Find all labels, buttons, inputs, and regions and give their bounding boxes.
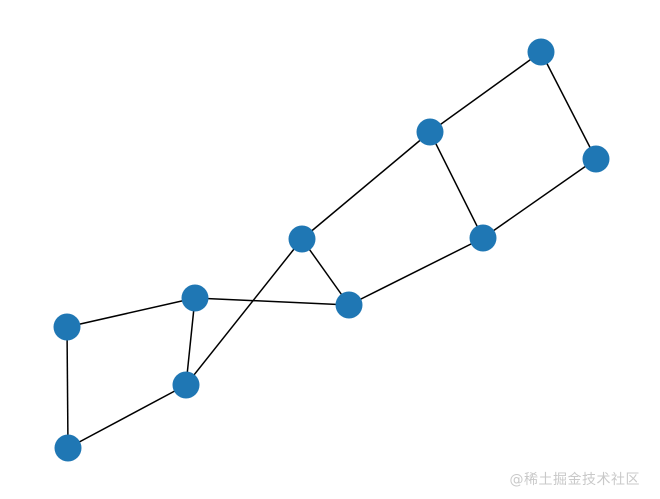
graph-node	[53, 313, 81, 341]
graph-edge	[429, 51, 542, 133]
graph-node	[527, 38, 555, 66]
graph-edge	[348, 237, 484, 306]
graph-node	[469, 224, 497, 252]
graph-edge	[66, 326, 69, 449]
graph-node	[582, 145, 610, 173]
graph-node	[288, 225, 316, 253]
graph-edge	[301, 131, 431, 240]
graph-edge	[66, 297, 196, 328]
graph-edge	[67, 384, 187, 449]
graph-edge	[540, 51, 597, 160]
graph-node	[416, 118, 444, 146]
graph-edge	[194, 297, 350, 306]
graph-node	[172, 371, 200, 399]
graph-edge	[185, 297, 196, 386]
graph-edge	[429, 131, 484, 239]
graph-node	[335, 291, 363, 319]
graph-edge	[185, 238, 303, 386]
watermark-text: @稀土掘金技术社区	[509, 472, 640, 488]
graph-node	[54, 434, 82, 462]
graph-edge	[482, 158, 597, 239]
graph-edge	[301, 238, 350, 306]
graph-node	[181, 284, 209, 312]
